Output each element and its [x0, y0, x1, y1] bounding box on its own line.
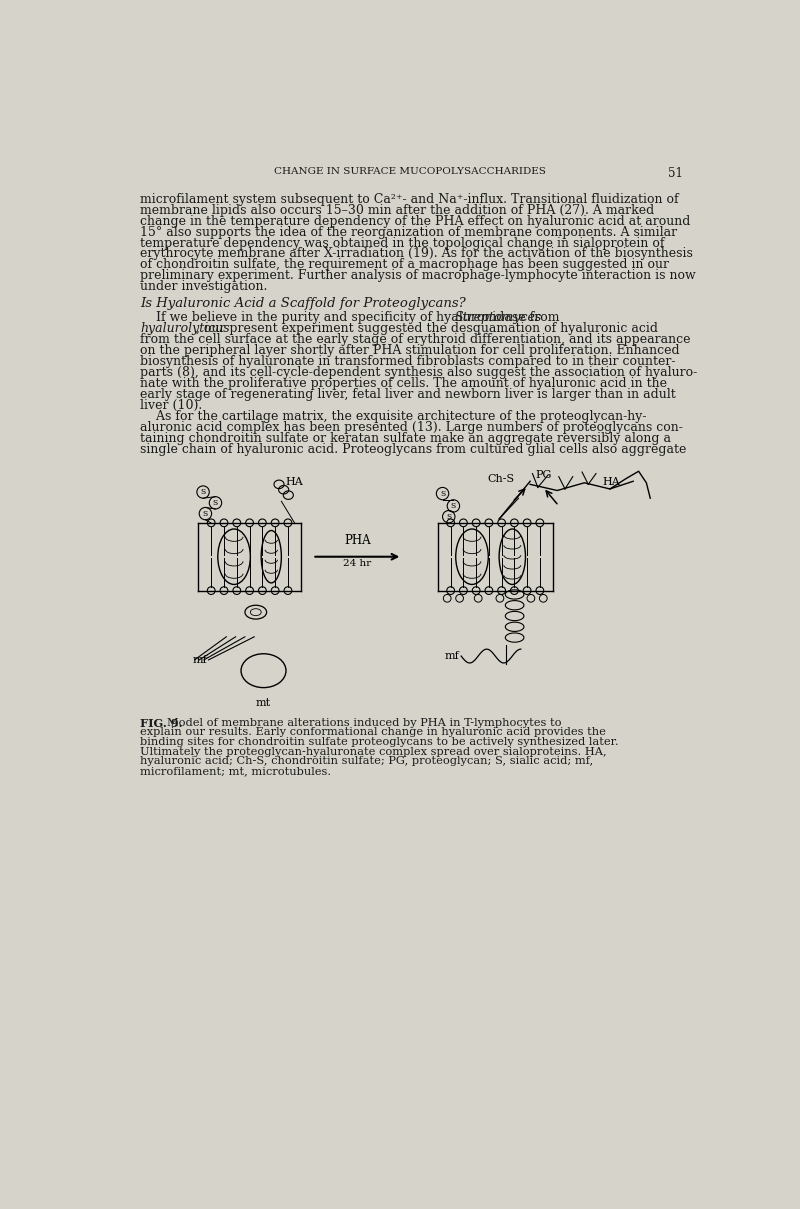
- Text: S: S: [446, 513, 451, 521]
- Text: HA: HA: [286, 476, 303, 487]
- Text: Ch-S: Ch-S: [487, 474, 514, 484]
- Text: under investigation.: under investigation.: [140, 280, 268, 294]
- Text: mf: mf: [444, 650, 459, 660]
- Text: S: S: [201, 488, 206, 497]
- Text: S: S: [213, 499, 218, 508]
- Text: nate with the proliferative properties of cells. The amount of hyaluronic acid i: nate with the proliferative properties o…: [140, 377, 667, 391]
- Text: 15° also supports the idea of the reorganization of membrane components. A simil: 15° also supports the idea of the reorga…: [140, 226, 678, 238]
- Text: 24 hr: 24 hr: [343, 559, 371, 568]
- Text: binding sites for chondroitin sulfate proteoglycans to be actively synthesized l: binding sites for chondroitin sulfate pr…: [140, 737, 619, 747]
- Text: from the cell surface at the early stage of erythroid differentiation, and its a: from the cell surface at the early stage…: [140, 334, 690, 346]
- Text: Streptomyces: Streptomyces: [455, 312, 542, 324]
- Text: membrane lipids also occurs 15–30 min after the addition of PHA (27). A marked: membrane lipids also occurs 15–30 min af…: [140, 204, 654, 216]
- Text: S: S: [202, 510, 208, 517]
- Text: single chain of hyaluronic acid. Proteoglycans from cultured glial cells also ag: single chain of hyaluronic acid. Proteog…: [140, 442, 686, 456]
- Text: parts (8), and its cell-cycle-dependent synthesis also suggest the association o: parts (8), and its cell-cycle-dependent …: [140, 366, 698, 380]
- Text: early stage of regenerating liver, fetal liver and newborn liver is larger than : early stage of regenerating liver, fetal…: [140, 388, 676, 401]
- Text: If we believe in the purity and specificity of hyaluronidase from: If we believe in the purity and specific…: [140, 312, 564, 324]
- Text: S: S: [440, 490, 445, 498]
- Text: , our present experiment suggested the desquamation of hyaluronic acid: , our present experiment suggested the d…: [196, 323, 658, 335]
- Text: PHA: PHA: [344, 533, 370, 546]
- Text: aluronic acid complex has been presented (13). Large numbers of proteoglycans co: aluronic acid complex has been presented…: [140, 421, 683, 434]
- Text: Model of membrane alterations induced by PHA in T-lymphocytes to: Model of membrane alterations induced by…: [166, 718, 561, 728]
- Text: explain our results. Early conformational change in hyaluronic acid provides the: explain our results. Early conformationa…: [140, 728, 606, 737]
- Text: biosynthesis of hyaluronate in transformed fibroblasts compared to in their coun: biosynthesis of hyaluronate in transform…: [140, 355, 676, 368]
- Text: FIG. 9.: FIG. 9.: [140, 718, 182, 729]
- Text: change in the temperature dependency of the PHA effect on hyaluronic acid at aro: change in the temperature dependency of …: [140, 215, 690, 227]
- Text: hyaluronic acid; Ch-S, chondroitin sulfate; PG, proteoglycan; S, sialic acid; mf: hyaluronic acid; Ch-S, chondroitin sulfa…: [140, 756, 594, 767]
- Text: As for the cartilage matrix, the exquisite architecture of the proteoglycan-hy-: As for the cartilage matrix, the exquisi…: [140, 410, 646, 423]
- Text: taining chondroitin sulfate or keratan sulfate make an aggregate reversibly alon: taining chondroitin sulfate or keratan s…: [140, 432, 671, 445]
- Text: of chondroitin sulfate, the requirement of a macrophage has been suggested in ou: of chondroitin sulfate, the requirement …: [140, 259, 670, 272]
- Text: temperature dependency was obtained in the topological change in sialoprotein of: temperature dependency was obtained in t…: [140, 237, 665, 249]
- Text: Ultimately the proteoglycan-hyaluronate complex spread over sialoproteins. HA,: Ultimately the proteoglycan-hyaluronate …: [140, 746, 607, 757]
- Text: S: S: [450, 502, 456, 510]
- Text: PG: PG: [535, 470, 552, 480]
- Text: Is Hyaluronic Acid a Scaffold for Proteoglycans?: Is Hyaluronic Acid a Scaffold for Proteo…: [140, 297, 466, 311]
- Text: erythrocyte membrane after X-irradiation (19). As for the activation of the bios: erythrocyte membrane after X-irradiation…: [140, 248, 693, 260]
- Text: CHANGE IN SURFACE MUCOPOLYSACCHARIDES: CHANGE IN SURFACE MUCOPOLYSACCHARIDES: [274, 167, 546, 175]
- Text: mt: mt: [256, 699, 271, 708]
- Text: microfilament; mt, microtubules.: microfilament; mt, microtubules.: [140, 765, 331, 776]
- Text: preliminary experiment. Further analysis of macrophage-lymphocyte interaction is: preliminary experiment. Further analysis…: [140, 270, 696, 283]
- Text: 51: 51: [668, 167, 683, 180]
- Text: hyalurolyticus: hyalurolyticus: [140, 323, 230, 335]
- Text: liver (10).: liver (10).: [140, 399, 202, 412]
- Text: on the peripheral layer shortly after PHA stimulation for cell proliferation. En: on the peripheral layer shortly after PH…: [140, 345, 680, 357]
- Text: microfilament system subsequent to Ca²⁺- and Na⁺-influx. Transitional fluidizati: microfilament system subsequent to Ca²⁺-…: [140, 192, 679, 206]
- Text: HA: HA: [602, 476, 620, 487]
- Text: mf: mf: [192, 655, 207, 665]
